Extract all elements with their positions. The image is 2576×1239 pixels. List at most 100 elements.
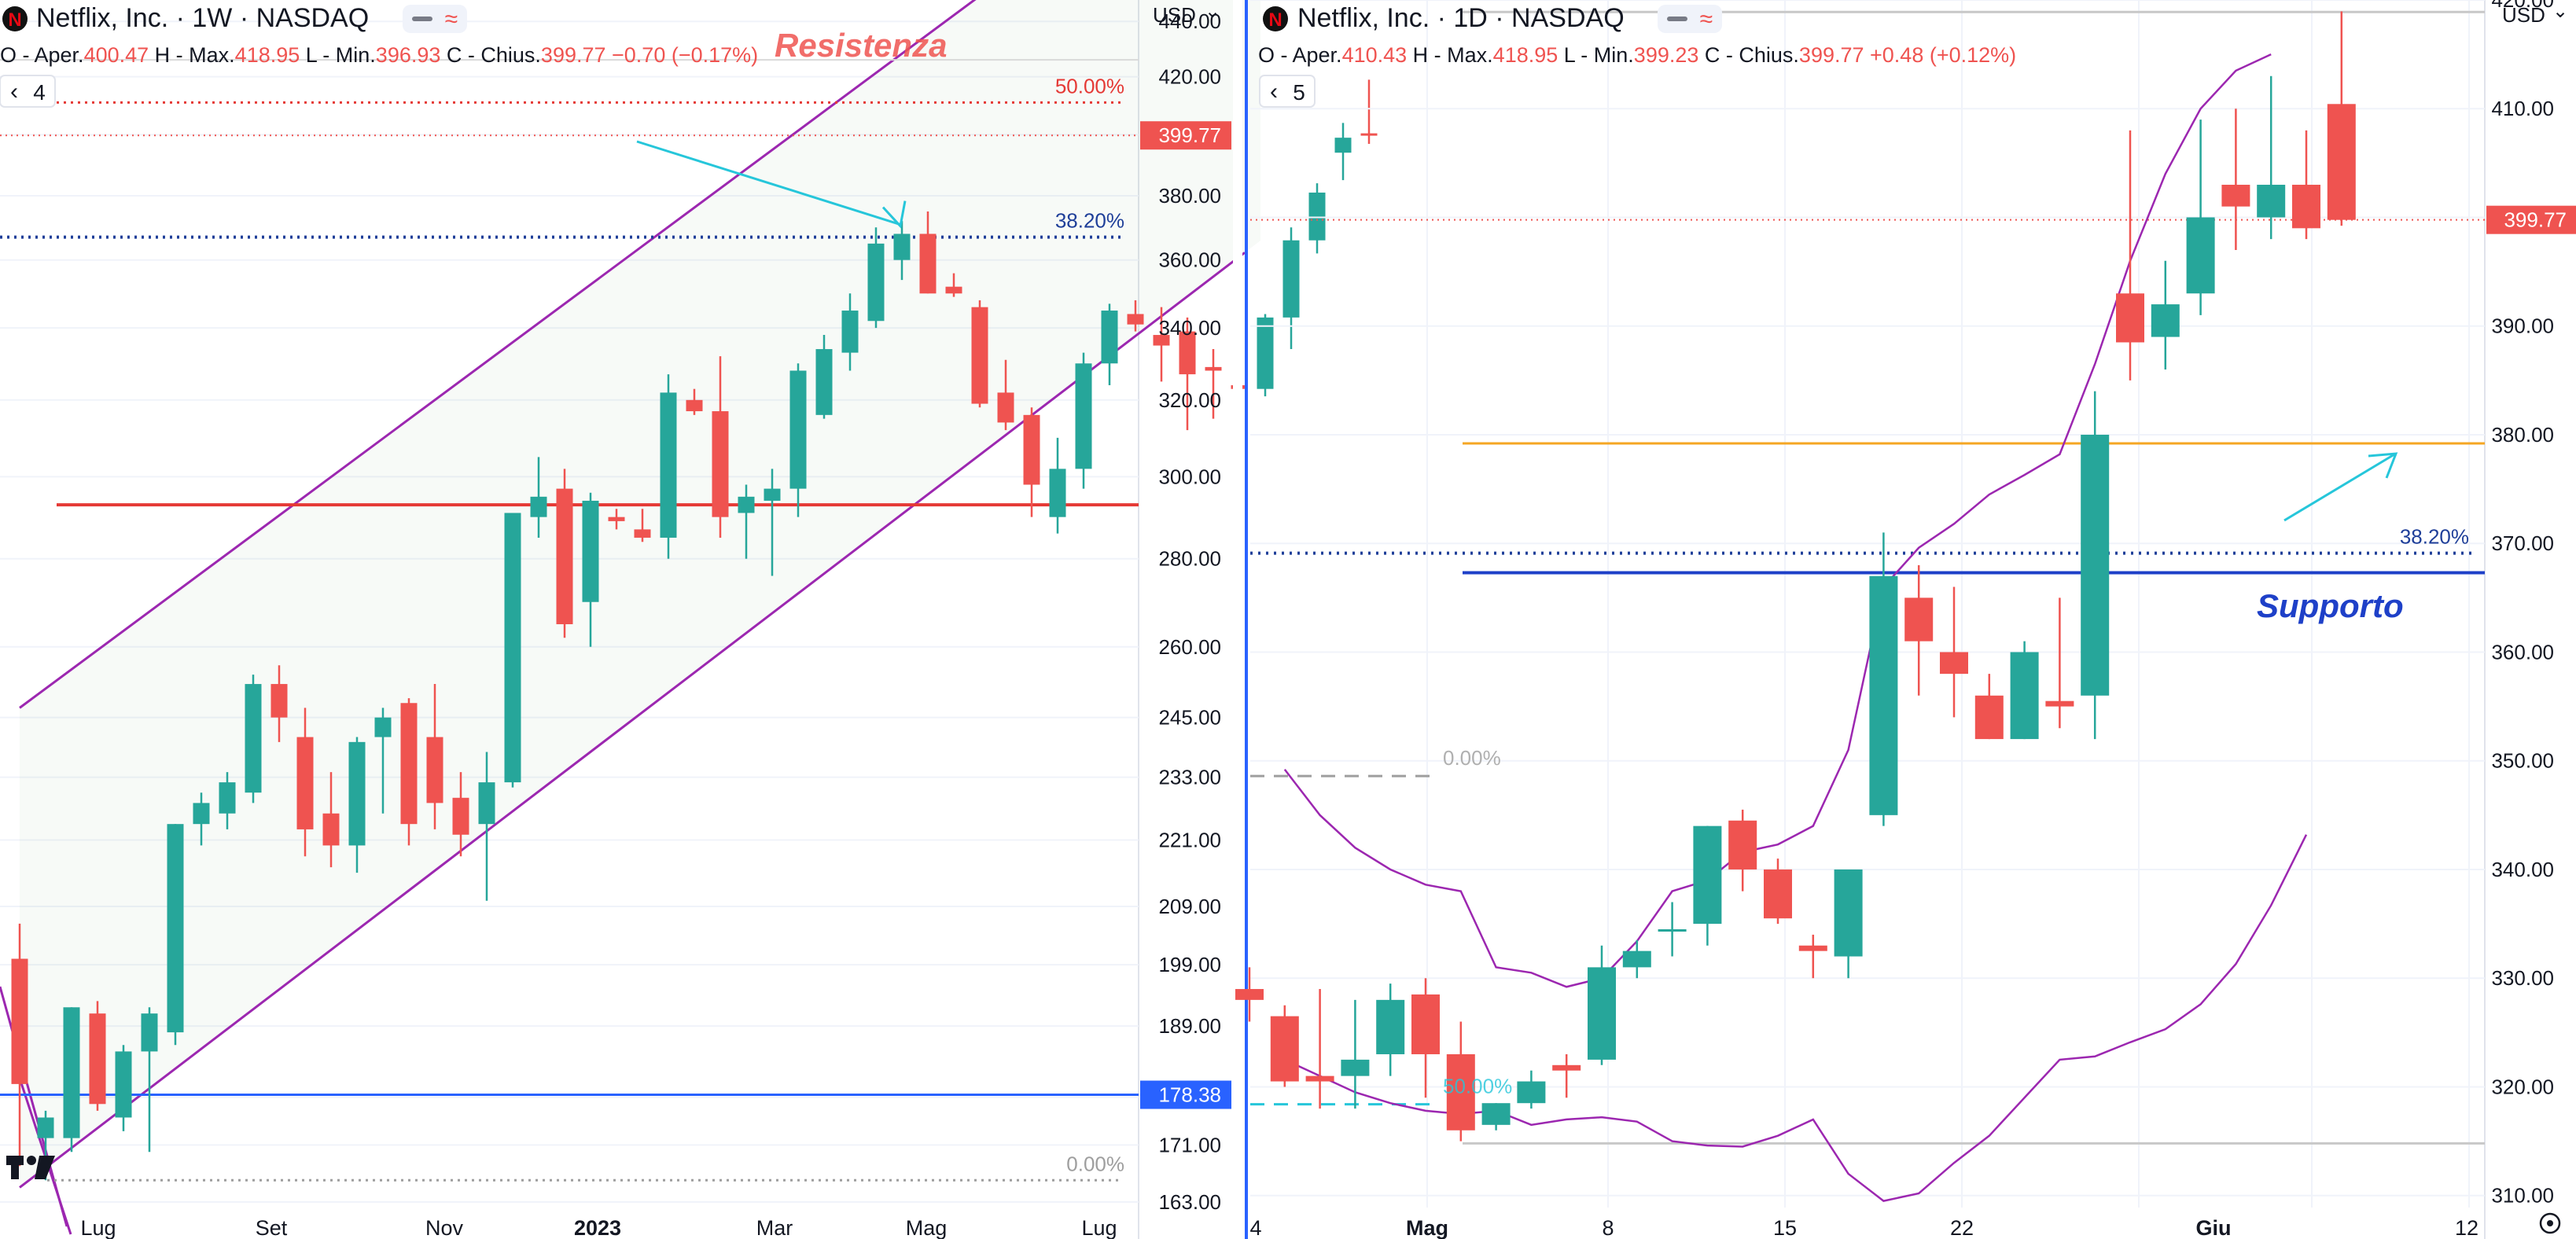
weekly-candle[interactable] [400, 698, 418, 846]
weekly-candle[interactable] [1205, 349, 1222, 419]
daily-y-tick-label: 330.00 [2491, 966, 2554, 990]
weekly-candle[interactable] [245, 675, 262, 803]
settings-gear-icon[interactable] [2539, 1212, 2561, 1234]
weekly-candle[interactable] [89, 1001, 106, 1111]
weekly-candle[interactable] [1075, 352, 1092, 489]
weekly-candle[interactable] [530, 457, 547, 538]
daily-candle[interactable] [1588, 945, 1616, 1065]
weekly-candle[interactable] [270, 665, 288, 742]
weekly-indicator-counter[interactable]: ‹ 4 [0, 75, 56, 108]
daily-candle[interactable] [2292, 130, 2320, 240]
weekly-cyan-arrow[interactable] [636, 140, 901, 226]
daily-candle[interactable] [1235, 967, 1264, 1022]
daily-candle[interactable] [1834, 869, 1863, 979]
daily-candle[interactable] [1446, 1021, 1475, 1142]
weekly-channel-upper-line[interactable] [19, 0, 1260, 709]
weekly-candle[interactable] [193, 792, 210, 846]
weekly-candle[interactable] [556, 469, 573, 638]
daily-candle[interactable] [1798, 934, 1827, 979]
weekly-candle[interactable] [1049, 437, 1066, 534]
weekly-candle[interactable] [141, 1007, 158, 1153]
daily-candle[interactable] [1940, 586, 1968, 718]
weekly-candle[interactable] [608, 509, 625, 530]
daily-candle[interactable] [1376, 983, 1405, 1076]
daily-candle[interactable] [2010, 641, 2039, 740]
daily-candle[interactable] [2257, 75, 2286, 240]
weekly-candle[interactable] [945, 273, 962, 297]
weekly-candle[interactable] [1023, 407, 1040, 517]
daily-bollinger-upper[interactable] [1283, 53, 2272, 988]
weekly-candle[interactable] [919, 211, 937, 294]
weekly-candle[interactable] [893, 221, 911, 281]
daily-candle[interactable] [1622, 939, 1651, 979]
daily-indicator-counter[interactable]: ‹ 5 [1259, 75, 1316, 108]
daily-candle[interactable] [1974, 674, 2004, 740]
weekly-candle[interactable] [582, 492, 599, 647]
weekly-candle[interactable] [841, 293, 859, 371]
daily-candle[interactable] [1693, 825, 1722, 946]
weekly-candle[interactable] [296, 708, 314, 857]
daily-candle[interactable] [1904, 564, 1934, 696]
daily-candle[interactable] [1658, 902, 1687, 957]
weekly-candle[interactable] [504, 513, 521, 788]
daily-candle[interactable] [1270, 1005, 1299, 1087]
weekly-candle[interactable] [1360, 79, 1378, 145]
weekly-candle-body [296, 737, 314, 829]
weekly-candle[interactable] [660, 374, 677, 559]
daily-candle[interactable] [1305, 989, 1334, 1109]
weekly-candle[interactable] [1308, 183, 1326, 254]
weekly-candle[interactable] [219, 772, 236, 829]
weekly-candle[interactable] [634, 509, 651, 542]
daily-candle[interactable] [2186, 119, 2215, 315]
weekly-candle[interactable] [1257, 314, 1274, 397]
weekly-candle[interactable] [348, 737, 366, 873]
weekly-candle[interactable] [1179, 317, 1196, 431]
weekly-candle[interactable] [63, 1007, 80, 1153]
weekly-candle[interactable] [374, 708, 392, 814]
daily-indicator-toggle[interactable] [1658, 5, 1722, 33]
daily-candle[interactable] [2081, 391, 2110, 740]
weekly-candle[interactable] [11, 923, 28, 1167]
daily-candle[interactable] [1869, 532, 1898, 826]
weekly-steep-trend-line[interactable] [13, 1061, 72, 1235]
weekly-candle[interactable] [764, 469, 781, 576]
daily-candle[interactable] [1728, 809, 1757, 892]
weekly-candle[interactable] [1127, 300, 1144, 332]
daily-candle[interactable] [1481, 1103, 1511, 1131]
daily-candle-body [1904, 597, 1934, 642]
weekly-candle[interactable] [322, 772, 340, 868]
weekly-channel-lower-line[interactable] [19, 252, 1246, 1189]
daily-candle[interactable] [1764, 858, 1792, 925]
weekly-candle[interactable] [452, 772, 469, 857]
weekly-candle[interactable] [1153, 307, 1170, 382]
daily-candle[interactable] [2151, 260, 2180, 370]
daily-candle[interactable] [1341, 999, 1370, 1109]
weekly-candle[interactable] [738, 484, 755, 559]
daily-candle[interactable] [1517, 1070, 1546, 1109]
panel-divider[interactable] [1233, 0, 1242, 1239]
weekly-indicator-toggle[interactable] [403, 5, 467, 33]
weekly-candle[interactable] [997, 359, 1014, 431]
weekly-candle[interactable] [1282, 227, 1300, 350]
daily-candle-body [2151, 304, 2180, 337]
weekly-candle[interactable] [478, 752, 495, 901]
weekly-candle[interactable] [1334, 123, 1352, 181]
weekly-candle[interactable] [815, 335, 833, 419]
daily-candle[interactable] [1552, 1053, 1581, 1098]
weekly-candle[interactable] [712, 356, 729, 538]
weekly-candle[interactable] [115, 1045, 132, 1131]
daily-candle[interactable] [2221, 108, 2250, 250]
daily-candle[interactable] [2116, 130, 2144, 381]
weekly-candle[interactable] [867, 227, 885, 329]
weekly-candle[interactable] [686, 388, 703, 415]
daily-candle[interactable] [2045, 597, 2074, 729]
weekly-candle[interactable] [789, 363, 807, 517]
weekly-candle[interactable] [1101, 303, 1118, 386]
weekly-candle[interactable] [426, 684, 443, 829]
weekly-candle[interactable] [167, 824, 184, 1046]
daily-candle[interactable] [1411, 978, 1440, 1098]
daily-candle[interactable] [2327, 11, 2356, 226]
daily-cyan-arrow[interactable] [2283, 453, 2395, 522]
weekly-candle[interactable] [971, 300, 988, 408]
